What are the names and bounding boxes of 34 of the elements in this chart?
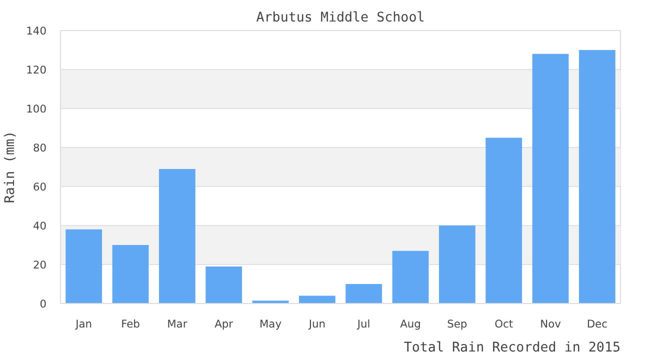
chart-title: Arbutus Middle School bbox=[256, 10, 425, 26]
y-tick-label: 40 bbox=[32, 220, 47, 232]
bar bbox=[112, 245, 149, 304]
y-tick-label: 20 bbox=[32, 258, 47, 272]
y-axis-title: Rain (mm) bbox=[3, 130, 18, 204]
y-tick-label: 120 bbox=[26, 64, 47, 76]
y-tick-label: 60 bbox=[32, 180, 47, 194]
bar bbox=[532, 54, 569, 304]
bar bbox=[206, 266, 242, 304]
bar bbox=[438, 226, 476, 304]
x-tick-label: Jun bbox=[308, 318, 326, 330]
x-tick-label: May bbox=[259, 318, 282, 330]
bar bbox=[158, 168, 196, 304]
x-tick-label: Sep bbox=[447, 318, 468, 330]
y-tick-label: 100 bbox=[26, 102, 47, 116]
y-tick-label: 140 bbox=[26, 24, 47, 38]
bar bbox=[486, 138, 522, 304]
x-tick-label: Apr bbox=[214, 318, 234, 330]
bar bbox=[346, 284, 382, 304]
x-tick-label: Dec bbox=[586, 318, 608, 330]
bar bbox=[298, 296, 336, 304]
y-tick-label: 0 bbox=[40, 298, 47, 310]
bar bbox=[578, 50, 616, 304]
x-tick-label: Aug bbox=[400, 318, 421, 330]
x-tick-label: Feb bbox=[121, 318, 140, 330]
x-axis-title: Total Rain Recorded in 2015 bbox=[404, 340, 620, 356]
x-tick-label: Oct bbox=[494, 318, 514, 330]
bar bbox=[66, 229, 102, 304]
x-tick-label: Jul bbox=[356, 318, 370, 330]
bar bbox=[392, 250, 429, 304]
x-tick-label: Jan bbox=[74, 318, 92, 330]
x-tick-label: Nov bbox=[540, 318, 561, 330]
x-tick-label: Mar bbox=[167, 318, 188, 330]
y-tick-label: 80 bbox=[32, 142, 47, 154]
